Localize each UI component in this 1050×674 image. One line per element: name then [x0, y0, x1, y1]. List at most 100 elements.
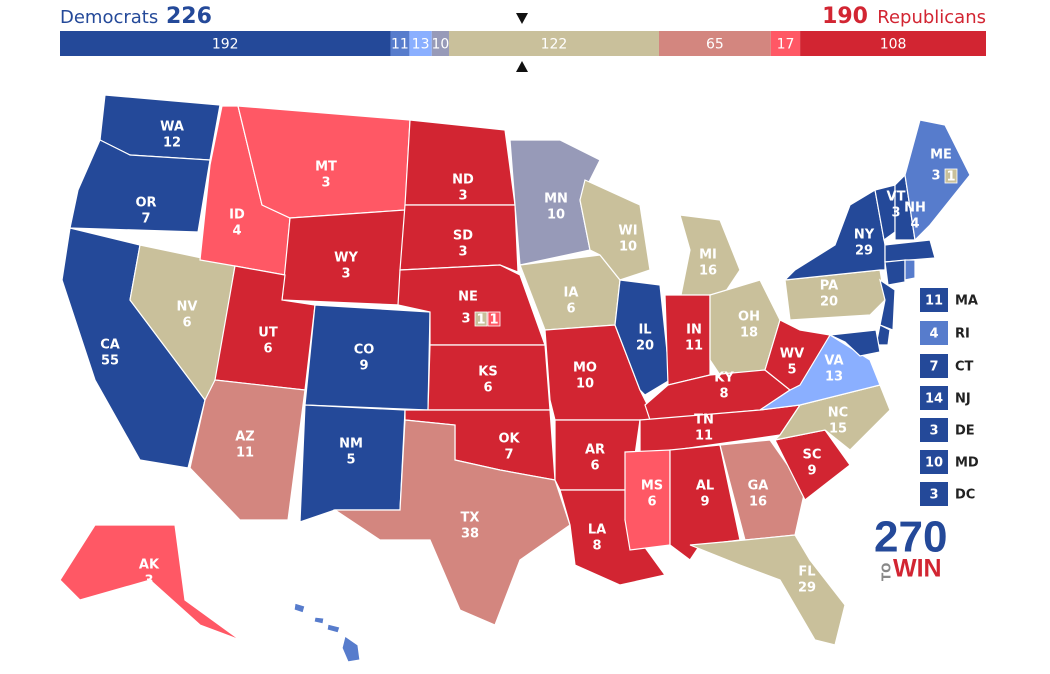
state-box: [920, 418, 948, 442]
state-ev: 5: [787, 363, 796, 378]
state-ev: 7: [504, 448, 513, 463]
state-ev: 9: [359, 359, 368, 374]
bar-label: 13: [412, 37, 430, 53]
state-ev: 29: [855, 244, 873, 259]
state-abbr: SD: [453, 229, 473, 244]
state-abbr: WI: [618, 224, 637, 239]
state-ev: 10: [547, 208, 565, 223]
district-ev: 1: [489, 313, 498, 328]
state-box: [920, 386, 948, 410]
state-ev: 4: [910, 217, 919, 232]
state-abbr: OK: [498, 432, 520, 447]
state-box: [920, 482, 948, 506]
state-ev: 3: [144, 574, 153, 589]
state-abbr: AZ: [235, 430, 255, 445]
logo-number: 270: [874, 513, 947, 562]
state-ev: 6: [263, 342, 272, 357]
bar-segment: [409, 31, 432, 56]
state-abbr: CO: [354, 343, 375, 358]
state-ev: 4: [232, 224, 241, 239]
state-ev: 13: [825, 370, 843, 385]
state-shape: [904, 119, 971, 242]
state-shape: [579, 179, 651, 281]
state-shape: [326, 623, 341, 634]
state-ev: 8: [592, 539, 601, 554]
state-abbr: WY: [334, 251, 358, 266]
state-ev: 9: [807, 464, 816, 479]
state-ev: 10: [925, 456, 943, 471]
state-abbr: MS: [641, 479, 663, 494]
state-abbr: AR: [585, 443, 605, 458]
bar-segment: [770, 31, 801, 56]
state-box: [920, 354, 948, 378]
state-shape: [884, 239, 936, 263]
bar-label: 10: [431, 37, 449, 53]
bar-segment: [390, 31, 410, 56]
state-ev: 10: [576, 377, 594, 392]
state-abbr: NC: [828, 406, 848, 421]
state-abbr: PA: [820, 279, 838, 294]
state-abbr: ND: [452, 173, 474, 188]
state-ev: 3: [341, 267, 350, 282]
state-ev: 11: [236, 446, 254, 461]
state-ev: 15: [829, 422, 847, 437]
state-abbr: LA: [588, 523, 606, 538]
state-abbr: MO: [573, 361, 597, 376]
state-ev: 55: [101, 354, 119, 369]
state-ev: 3: [931, 169, 940, 184]
rep-total: 190: [822, 4, 868, 29]
state-box: [920, 288, 948, 312]
state-shape: [304, 304, 431, 411]
state-shape: [399, 204, 519, 273]
state-ev: 6: [647, 495, 656, 510]
state-ev: 5: [346, 453, 355, 468]
state-shape: [69, 139, 211, 233]
state-ev: 3: [929, 488, 938, 503]
state-abbr: RI: [955, 327, 970, 342]
state-ev: 10: [619, 240, 637, 255]
state-abbr: WA: [160, 120, 184, 135]
state-ev: 6: [590, 459, 599, 474]
state-ev: 20: [636, 339, 654, 354]
state-abbr: VA: [824, 354, 843, 369]
state-abbr: MI: [699, 248, 717, 263]
state-abbr: ID: [229, 208, 245, 223]
district-ev: 1: [946, 170, 955, 185]
state-shape: [341, 635, 361, 663]
bar-segment: [800, 31, 986, 56]
state-abbr: KY: [714, 371, 734, 386]
state-abbr: OR: [135, 196, 156, 211]
bar-segment: [448, 31, 659, 56]
bar-label: 192: [212, 37, 239, 53]
bar-label: 108: [880, 37, 907, 53]
state-abbr: ME: [930, 148, 952, 163]
state-ev: 7: [141, 212, 150, 227]
state-shape: [333, 419, 571, 626]
marker-up: [516, 61, 528, 72]
state-ev: 11: [925, 294, 943, 309]
state-ev: 14: [925, 392, 943, 407]
district-ev: 1: [476, 313, 485, 328]
bar-segment: [658, 31, 771, 56]
state-abbr: KS: [478, 365, 497, 380]
bar-label: 11: [391, 37, 409, 53]
state-ev: 3: [458, 189, 467, 204]
state-abbr: FL: [798, 565, 815, 580]
state-abbr: IN: [686, 323, 702, 338]
state-ev: 29: [798, 581, 816, 596]
state-ev: 3: [891, 206, 900, 221]
bar-label: 122: [541, 37, 568, 53]
marker-down: [516, 13, 528, 24]
state-ev: 3: [458, 245, 467, 260]
state-ev: 16: [749, 495, 767, 510]
state-box: [920, 450, 948, 474]
rep-label: Republicans: [877, 7, 986, 28]
state-shape: [879, 278, 896, 331]
state-ev: 18: [740, 326, 758, 341]
state-shape: [293, 602, 306, 614]
state-shape: [904, 259, 916, 281]
state-abbr: IL: [638, 323, 651, 338]
state-ev: 3: [929, 424, 938, 439]
